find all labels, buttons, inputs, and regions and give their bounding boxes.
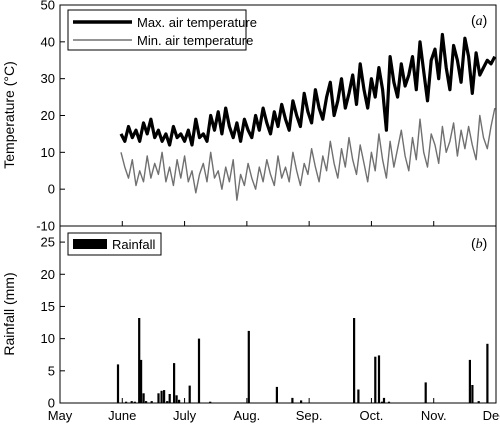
rainfall-bar [197, 338, 201, 403]
y-tick-label: 15 [41, 299, 55, 314]
rainfall-bar [150, 401, 153, 403]
panel-b-y-axis: 0 5 10 15 20 25 [41, 235, 65, 411]
x-tick-label: Oct. [360, 408, 384, 423]
panel-b-legend: Rainfall [67, 232, 162, 256]
panel-b-x-axis: May June July Aug. Sep. Oct. Nov. Dec. [48, 398, 500, 423]
legend-max-label: Max. air temperature [137, 15, 257, 30]
panel-a-x-axis [59, 221, 497, 226]
x-tick-label: June [108, 408, 136, 423]
rainfall-bar [142, 393, 145, 403]
rainfall-bar [130, 401, 133, 403]
y-tick-label: 0 [48, 396, 55, 411]
panel-a: -10 0 10 20 30 40 50 Max. air temperature Min.… [1, 0, 497, 234]
rainfall-bar [166, 401, 169, 403]
max-temp-line [119, 32, 497, 147]
rainfall-bar [125, 401, 128, 403]
min-temp-line [120, 107, 496, 201]
x-tick-label: Sep. [296, 408, 323, 423]
rainfall-bar [486, 343, 489, 403]
rainfall-bar [374, 356, 377, 403]
rainfall-bar [247, 330, 250, 403]
x-tick-label: Aug. [233, 408, 260, 423]
y-tick-label: 20 [41, 108, 55, 123]
panel-b-label: (b) [471, 235, 487, 252]
rainfall-bar [188, 385, 191, 403]
legend-rainfall-swatch [73, 239, 107, 249]
panel-a-label: (a) [471, 12, 487, 29]
y-tick-label: 40 [41, 34, 55, 49]
rainfall-bar [357, 389, 360, 403]
rainfall-bar [477, 401, 480, 403]
rainfall-bar [145, 401, 148, 403]
legend-b-box [67, 232, 162, 256]
rainfall-bar [116, 364, 120, 403]
y-tick-label: 10 [41, 331, 55, 346]
rainfall-bar [140, 359, 143, 403]
panel-a-series [119, 32, 497, 201]
y-tick-label: 20 [41, 267, 55, 282]
rainfall-bar [163, 390, 166, 403]
rainfall-bar [377, 355, 381, 403]
rainfall-bar [353, 318, 356, 403]
panel-a-ylabel: Temperature (°C) [1, 61, 17, 169]
panel-b: 0 5 10 15 20 25 May June July Aug. Sep. Oct. Nov. De… [1, 225, 500, 423]
x-tick-label: May [48, 408, 73, 423]
panel-b-bars [116, 318, 489, 403]
rainfall-bar [157, 393, 160, 403]
rainfall-bar [471, 385, 474, 403]
legend-min-label: Min. air temperature [137, 33, 253, 48]
rainfall-bar [173, 363, 176, 403]
panel-a-legend: Max. air temperature Min. air temperatur… [67, 9, 257, 51]
rainfall-bar [133, 401, 136, 403]
rainfall-bar [382, 397, 386, 403]
y-tick-label: 0 [48, 182, 55, 197]
x-tick-label: Dec. [483, 408, 500, 423]
panel-b-ylabel: Rainfall (mm) [1, 272, 17, 355]
y-tick-label: 10 [41, 145, 55, 160]
rainfall-bar [468, 359, 471, 403]
rainfall-bar [275, 386, 278, 403]
rainfall-bar [178, 399, 181, 403]
y-tick-label: 50 [41, 0, 55, 13]
rainfall-bar [424, 382, 427, 403]
rainfall-bar [381, 401, 384, 403]
x-tick-label: Nov. [421, 408, 447, 423]
rainfall-bar [291, 397, 294, 403]
rainfall-bar [160, 390, 163, 403]
y-tick-label: 5 [48, 363, 55, 378]
rainfall-bar [168, 394, 171, 403]
rainfall-bar [138, 318, 141, 403]
rainfall-bar [300, 400, 303, 403]
rainfall-bar [175, 395, 178, 403]
rainfall-bar [387, 401, 391, 403]
panel-a-y-axis: -10 0 10 20 30 40 50 [36, 0, 65, 234]
rainfall-bar [209, 401, 212, 403]
y-tick-label: -10 [36, 219, 55, 234]
legend-a-box [67, 9, 247, 51]
legend-rainfall-label: Rainfall [112, 237, 155, 252]
x-tick-label: July [173, 408, 197, 423]
y-tick-label: 30 [41, 71, 55, 86]
y-tick-label: 25 [41, 235, 55, 250]
